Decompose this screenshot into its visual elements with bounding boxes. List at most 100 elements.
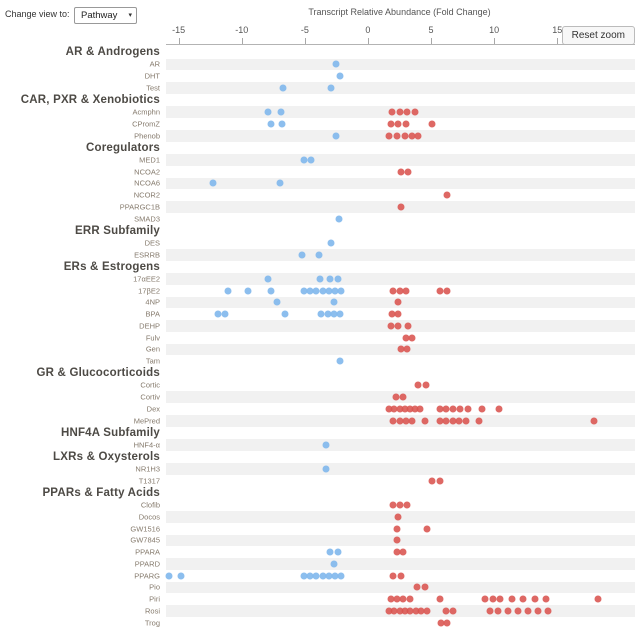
data-point[interactable] [306,572,314,580]
data-point[interactable] [276,179,284,187]
data-point[interactable] [393,536,401,544]
data-point[interactable] [590,417,598,425]
data-point[interactable] [462,417,470,425]
data-point[interactable] [394,513,402,521]
view-select[interactable]: Pathway [74,7,137,24]
data-point[interactable] [411,108,419,116]
data-point[interactable] [495,405,503,413]
data-point[interactable] [404,322,412,330]
data-point[interactable] [393,525,401,533]
data-point[interactable] [390,607,398,615]
data-point[interactable] [594,595,602,603]
data-point[interactable] [436,405,444,413]
data-point[interactable] [316,275,324,283]
data-point[interactable] [414,381,422,389]
data-point[interactable] [334,275,342,283]
data-point[interactable] [403,108,411,116]
data-point[interactable] [332,60,340,68]
data-point[interactable] [394,298,402,306]
data-point[interactable] [224,287,232,295]
data-point[interactable] [442,607,450,615]
data-point[interactable] [481,595,489,603]
data-point[interactable] [336,357,344,365]
data-point[interactable] [436,287,444,295]
data-point[interactable] [404,168,412,176]
data-point[interactable] [336,310,344,318]
data-point[interactable] [277,108,285,116]
data-point[interactable] [389,287,397,295]
data-point[interactable] [402,417,410,425]
data-point[interactable] [319,287,326,295]
data-point[interactable] [214,310,222,318]
data-point[interactable] [402,120,410,128]
data-point[interactable] [306,287,314,295]
data-point[interactable] [325,287,333,295]
data-point[interactable] [396,405,403,413]
data-point[interactable] [264,275,272,283]
data-point[interactable] [396,417,403,425]
data-point[interactable] [322,465,330,473]
data-point[interactable] [336,72,344,80]
data-point[interactable] [307,156,315,164]
data-point[interactable] [388,108,396,116]
reset-zoom-button[interactable]: Reset zoom [561,26,635,45]
data-point[interactable] [475,417,483,425]
data-point[interactable] [396,287,403,295]
data-point[interactable] [496,595,504,603]
data-point[interactable] [489,595,497,603]
data-point[interactable] [403,345,411,353]
data-point[interactable] [387,120,395,128]
data-point[interactable] [437,619,445,627]
data-point[interactable] [504,607,512,615]
data-point[interactable] [396,501,403,509]
data-point[interactable] [264,108,272,116]
data-point[interactable] [279,84,287,92]
data-point[interactable] [449,417,456,425]
data-point[interactable] [449,607,456,615]
data-point[interactable] [312,287,320,295]
data-point[interactable] [394,120,402,128]
data-point[interactable] [436,477,444,485]
data-point[interactable] [421,583,429,591]
data-point[interactable] [394,310,402,318]
data-point[interactable] [319,572,326,580]
data-point[interactable] [396,607,403,615]
data-point[interactable] [389,501,397,509]
data-point[interactable] [177,572,185,580]
data-point[interactable] [408,417,416,425]
data-point[interactable] [389,572,397,580]
data-point[interactable] [408,132,416,140]
data-point[interactable] [300,287,308,295]
data-point[interactable] [443,287,451,295]
data-point[interactable] [385,132,393,140]
data-point[interactable] [464,405,472,413]
data-point[interactable] [322,441,330,449]
data-point[interactable] [330,310,338,318]
data-point[interactable] [403,501,411,509]
data-point[interactable] [209,179,217,187]
data-point[interactable] [331,287,339,295]
data-point[interactable] [449,405,456,413]
data-point[interactable] [315,251,323,259]
data-point[interactable] [392,393,400,401]
data-point[interactable] [244,287,252,295]
data-point[interactable] [388,310,396,318]
data-point[interactable] [390,405,398,413]
data-point[interactable] [281,310,289,318]
data-point[interactable] [408,334,416,342]
data-point[interactable] [413,583,421,591]
data-point[interactable] [273,298,281,306]
data-point[interactable] [414,132,422,140]
data-point[interactable] [478,405,486,413]
data-point[interactable] [442,405,450,413]
data-point[interactable] [534,607,542,615]
data-point[interactable] [278,120,286,128]
data-point[interactable] [456,405,464,413]
data-point[interactable] [330,298,338,306]
data-point[interactable] [267,287,275,295]
data-point[interactable] [428,120,436,128]
data-point[interactable] [416,405,424,413]
data-point[interactable] [326,548,334,556]
data-point[interactable] [397,203,405,211]
data-point[interactable] [397,572,405,580]
